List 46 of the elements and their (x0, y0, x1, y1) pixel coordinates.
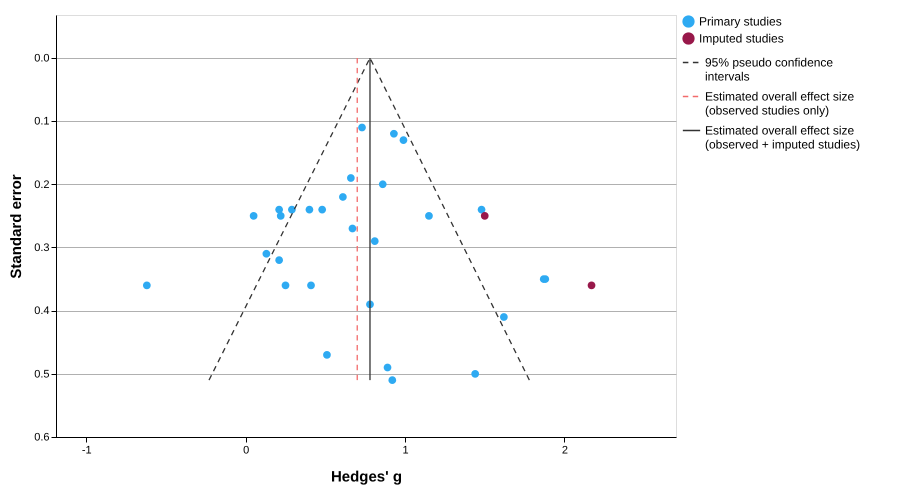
point (500, 313, 508, 321)
point (275, 206, 284, 214)
point (390, 130, 398, 138)
y-tick-label: 0.6 (34, 432, 50, 444)
point (323, 351, 331, 359)
x-tick-label: 1 (402, 444, 409, 456)
y-tick-label: 0.0 (34, 52, 50, 64)
point (471, 370, 480, 378)
y-axis-title: Standard error (8, 174, 26, 279)
point (318, 206, 326, 214)
x-tick-label: -1 (82, 444, 92, 456)
point (388, 376, 396, 384)
point (370, 237, 379, 246)
y-tick-label: 0.1 (34, 116, 50, 128)
point (480, 212, 489, 220)
point (346, 174, 355, 182)
x-tick-label: 0 (243, 444, 250, 456)
point (276, 212, 285, 220)
point (306, 206, 314, 214)
point (307, 282, 315, 290)
point (400, 136, 408, 144)
y-tick-label: 0.2 (34, 178, 50, 191)
point (348, 224, 356, 232)
point (250, 212, 258, 220)
point (588, 282, 596, 290)
point (384, 364, 392, 372)
point (288, 206, 296, 214)
legend-label: Estimated overall effect size (observed + imputed studies) (705, 124, 860, 152)
legend-label: Imputed studies (699, 32, 784, 46)
legend-label: 95% pseudo confidence intervals (705, 56, 834, 84)
point (358, 124, 366, 132)
point (339, 193, 347, 201)
legend-label: Estimated overall effect size (observed studies only) (705, 90, 855, 118)
legend-label: Primary studies (699, 14, 782, 28)
y-tick-label: 0.3 (34, 242, 50, 254)
point (478, 206, 486, 214)
point (282, 282, 290, 290)
point (275, 256, 284, 264)
y-tick-label: 0.5 (34, 368, 50, 380)
point (425, 212, 433, 220)
x-axis-title: Hedges' g (330, 468, 402, 486)
x-tick-label: 2 (562, 444, 568, 456)
point (262, 250, 270, 258)
y-tick-label: 0.4 (34, 305, 50, 318)
point (378, 180, 387, 188)
point (142, 282, 151, 290)
